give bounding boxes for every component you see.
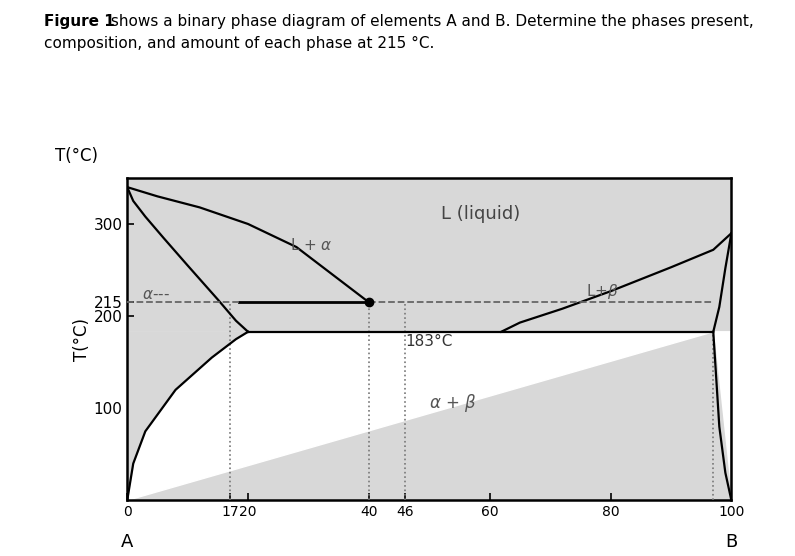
Text: L+$\beta$: L+$\beta$ [587,282,619,301]
Polygon shape [127,332,731,500]
Text: A: A [121,533,134,550]
Text: Figure 1: Figure 1 [44,14,114,29]
Polygon shape [713,332,731,500]
Polygon shape [127,332,248,500]
Text: T(°C): T(°C) [55,147,98,165]
Text: L + $\alpha$: L + $\alpha$ [290,237,333,253]
Text: $\alpha$---: $\alpha$--- [142,287,170,301]
Text: composition, and amount of each phase at 215 °C.: composition, and amount of each phase at… [44,36,434,51]
Text: 183°C: 183°C [405,334,452,349]
Y-axis label: T(°C): T(°C) [72,317,91,361]
Text: shows a binary phase diagram of elements A and B. Determine the phases present,: shows a binary phase diagram of elements… [106,14,754,29]
Text: B: B [725,533,738,550]
Text: L (liquid): L (liquid) [441,205,521,224]
Text: $\alpha$ + $\beta$: $\alpha$ + $\beta$ [429,393,477,414]
Polygon shape [127,178,731,500]
